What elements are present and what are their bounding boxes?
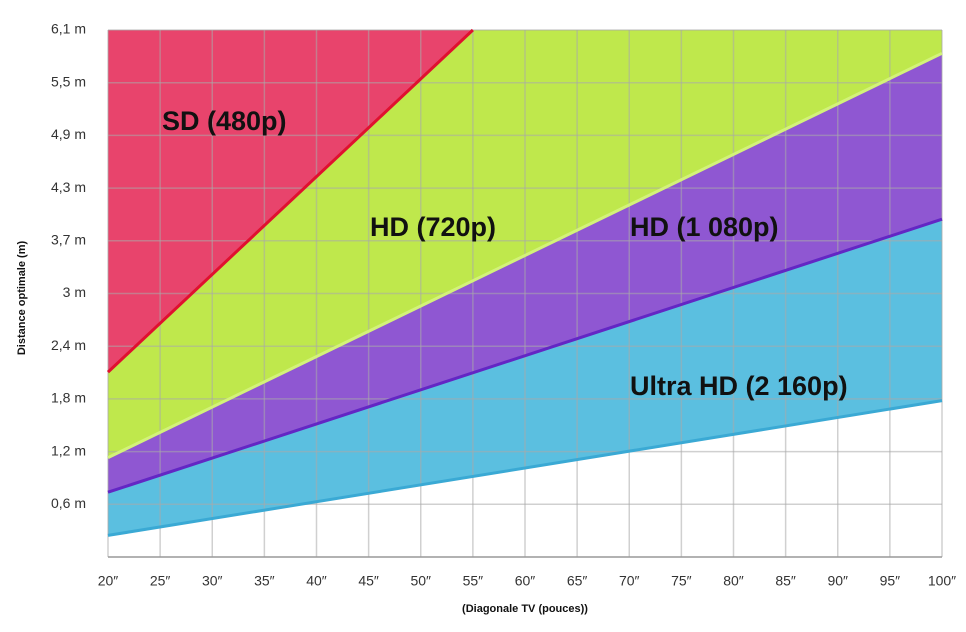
y-tick-label: 3 m — [63, 284, 86, 300]
boundary-line — [107, 217, 943, 494]
x-tick-label: 90″ — [827, 573, 848, 589]
x-tick-label: 45″ — [358, 573, 379, 589]
y-tick-label: 4,3 m — [51, 179, 86, 195]
x-tick-label: 40″ — [306, 573, 327, 589]
x-tick-label: 20″ — [98, 573, 119, 589]
y-tick-label: 3,7 m — [51, 232, 86, 248]
y-tick-label: 0,6 m — [51, 495, 86, 511]
boundary-line — [106, 28, 474, 374]
x-tick-label: 100″ — [928, 573, 956, 589]
x-tick-label: 65″ — [567, 573, 588, 589]
x-tick-label: 80″ — [723, 573, 744, 589]
region-label: HD (720p) — [370, 212, 496, 242]
region-label: HD (1 080p) — [630, 212, 779, 242]
region-label: Ultra HD (2 160p) — [630, 371, 848, 401]
boundary-line — [107, 399, 943, 537]
x-tick-label: 85″ — [775, 573, 796, 589]
x-tick-label: 95″ — [880, 573, 901, 589]
y-tick-label: 6,1 m — [51, 21, 86, 37]
y-tick-label: 5,5 m — [51, 73, 86, 89]
x-tick-label: 60″ — [515, 573, 536, 589]
boundary-line — [107, 51, 943, 459]
x-tick-label: 50″ — [410, 573, 431, 589]
y-tick-label: 2,4 m — [51, 337, 86, 353]
x-tick-label: 75″ — [671, 573, 692, 589]
x-axis-label: (Diagonale TV (pouces)) — [462, 603, 588, 615]
x-tick-label: 30″ — [202, 573, 223, 589]
y-tick-label: 1,2 m — [51, 442, 86, 458]
x-tick-label: 35″ — [254, 573, 275, 589]
y-tick-label: 1,8 m — [51, 390, 86, 406]
x-tick-label: 70″ — [619, 573, 640, 589]
y-axis-label: Distance optimale (m) — [16, 241, 28, 356]
x-tick-label: 25″ — [150, 573, 171, 589]
y-tick-label: 4,9 m — [51, 126, 86, 142]
x-tick-label: 55″ — [463, 573, 484, 589]
region-label: SD (480p) — [162, 106, 287, 136]
